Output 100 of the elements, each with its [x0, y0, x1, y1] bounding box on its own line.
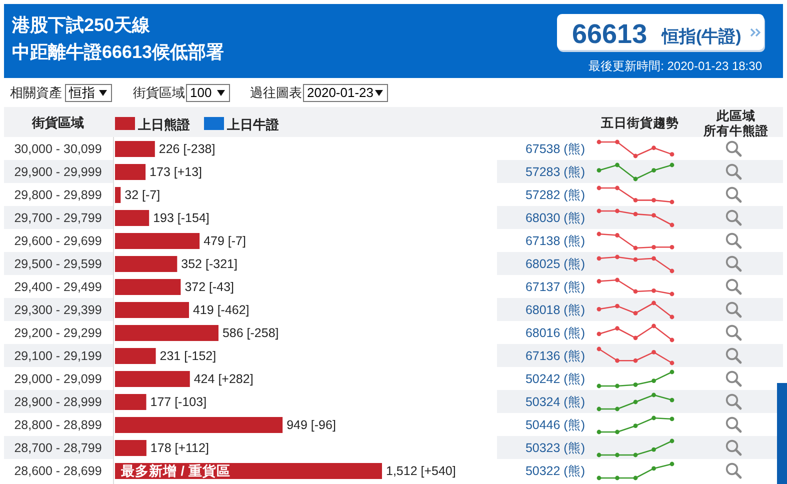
y-tick-label: 29,700 - 29,799: [14, 211, 102, 225]
point: [670, 360, 674, 366]
text: 67138 (熊): [525, 234, 585, 248]
point: [633, 311, 638, 316]
point: [596, 346, 602, 352]
text: 67137 (熊): [525, 280, 585, 294]
data-label: 1,512 [+540]: [386, 464, 456, 478]
point: [652, 392, 656, 398]
bar: [115, 348, 156, 364]
point: [633, 289, 638, 294]
bar: [115, 417, 283, 433]
annotation: 最多新增 / 重貨區: [120, 462, 230, 478]
y-tick-label: 28,800 - 28,899: [14, 418, 102, 432]
data-label: 372 [-43]: [184, 280, 234, 294]
text: 66613: [572, 19, 648, 49]
bar: [115, 141, 155, 157]
y-tick-label: 29,300 - 29,399: [14, 303, 102, 317]
point: [615, 233, 620, 238]
text: 所有牛熊證: [702, 123, 770, 138]
point: [596, 406, 602, 412]
y-tick-label: 29,100 - 29,199: [14, 349, 102, 363]
chart-subtitle: 中距離牛證66613候低部署: [12, 42, 224, 62]
y-tick-label: 29,800 - 29,899: [14, 188, 102, 202]
text: 57282 (熊): [525, 188, 585, 202]
data-label: 32 [-7]: [124, 188, 160, 202]
data-label: 226 [-238]: [158, 142, 216, 156]
chart-title: 港股下試250天線: [11, 15, 152, 35]
legend-label: 上日牛證: [226, 117, 280, 132]
y-tick-label: 30,000 - 30,099: [14, 142, 102, 156]
point: [670, 314, 674, 320]
point: [652, 300, 656, 306]
point: [670, 268, 674, 274]
point: [652, 324, 656, 328]
point: [652, 146, 656, 150]
point: [652, 416, 656, 420]
point: [670, 152, 674, 157]
text: 最後更新時間: 2020-01-23 18:30: [588, 59, 762, 73]
bar: [115, 279, 181, 295]
y-tick-label: 29,500 - 29,599: [14, 257, 102, 271]
data-label: 586 [-258]: [222, 326, 279, 340]
point: [670, 370, 674, 374]
data-label: 424 [+282]: [194, 372, 254, 386]
text: 恒指(牛證): [661, 27, 742, 46]
point: [670, 244, 674, 250]
bar: [115, 325, 218, 341]
point: [615, 358, 620, 363]
data-label: 419 [-462]: [192, 303, 250, 317]
text: 67538 (熊): [525, 142, 585, 156]
text: 68016 (熊): [525, 326, 585, 340]
point: [633, 358, 638, 363]
bar: [115, 302, 189, 318]
point: [633, 336, 638, 340]
point: [633, 212, 638, 216]
bar: [115, 233, 200, 249]
y-tick-label: 28,600 - 28,699: [14, 464, 102, 478]
data-label: 949 [-96]: [286, 418, 336, 432]
point: [615, 326, 620, 331]
text: 50324 (熊): [525, 395, 585, 409]
bar: [115, 164, 146, 180]
chart-title: 五日街貨趨勢: [600, 115, 679, 130]
point: [596, 306, 602, 312]
point: [596, 430, 602, 434]
y-tick-label: 29,600 - 29,699: [14, 234, 102, 248]
text: 68025 (熊): [525, 257, 585, 271]
data-label: 479 [-7]: [204, 234, 246, 248]
data-label: 173 [+13]: [150, 165, 202, 179]
text: 50323 (熊): [525, 441, 585, 455]
y-tick-label: 29,000 - 29,099: [14, 372, 102, 386]
point: [615, 208, 620, 214]
point: [596, 384, 602, 388]
point: [615, 406, 620, 412]
text: 恒指: [68, 85, 95, 100]
text: 50446 (熊): [525, 418, 585, 432]
text: 50242 (熊): [525, 372, 585, 386]
point: [670, 398, 674, 402]
text: 此區域: [716, 109, 756, 123]
point: [615, 384, 620, 388]
point: [615, 254, 620, 260]
y-tick-label: 29,200 - 29,299: [14, 326, 102, 340]
text: 68018 (熊): [525, 303, 585, 317]
point: [633, 246, 638, 250]
point: [633, 424, 638, 428]
point: [633, 382, 638, 387]
point: [670, 338, 674, 342]
y-axis-title: 街貨區域: [31, 115, 84, 130]
point: [652, 378, 656, 384]
text: 街貨區域: [133, 85, 185, 100]
y-tick-label: 28,700 - 28,799: [14, 441, 102, 455]
point: [670, 222, 674, 228]
point: [596, 256, 602, 261]
point: [615, 278, 620, 282]
data-label: 177 [-103]: [150, 395, 207, 409]
data-label: 231 [-152]: [160, 349, 216, 363]
y-tick-label: 28,900 - 28,999: [14, 395, 102, 409]
text: 2020-01-23: [307, 85, 374, 100]
text: 68030 (熊): [525, 211, 585, 225]
text: 67136 (熊): [525, 349, 585, 363]
point: [670, 292, 674, 296]
data-label: 178 [+112]: [150, 441, 209, 455]
text: 50322 (熊): [525, 464, 585, 478]
